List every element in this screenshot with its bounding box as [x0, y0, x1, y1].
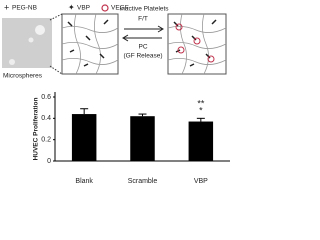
zoom-line [49, 65, 63, 75]
microsphere [9, 59, 15, 65]
vbp-markers [67, 19, 217, 67]
diagram-label: Inactive Platelets [119, 6, 169, 13]
vegf-markers [175, 23, 215, 63]
significance-mark: ** [197, 99, 205, 109]
arrow [157, 25, 164, 33]
y-tick-label: 0 [47, 158, 51, 165]
figure: + PEG-NB ✦ VBP VEGF Microspheres Inactiv… [2, 2, 230, 185]
legend-label: VBP [77, 5, 90, 12]
diagram-label: F/T [138, 16, 148, 23]
image-label: Microspheres [3, 73, 43, 80]
significance-mark: * [199, 106, 203, 116]
y-axis-title: HUVEC Proliferation [33, 98, 40, 161]
hydrogel-mesh [61, 13, 227, 75]
legend-label: PEG-NB [12, 5, 37, 12]
y-tick-label: 0.2 [41, 137, 51, 144]
bar [71, 114, 97, 161]
zoom-line [49, 13, 63, 21]
legend-label: VEGF [111, 5, 129, 12]
legend-icon: ✦ [68, 3, 75, 12]
y-tick-label: 0.4 [41, 115, 51, 122]
diagram-label: PC [138, 44, 147, 51]
y-tick-label: 0.6 [41, 94, 51, 101]
microsphere [35, 25, 45, 35]
x-tick-label: Blank [75, 178, 93, 185]
microsphere [28, 37, 34, 43]
legend-icon: + [4, 2, 9, 12]
arrow [122, 34, 129, 42]
x-tick-label: Scramble [128, 178, 158, 185]
diagram-label: (GF Release) [123, 53, 162, 60]
x-tick-label: VBP [194, 178, 208, 185]
legend-icon [101, 4, 109, 12]
bar [130, 116, 155, 161]
bar [188, 121, 214, 161]
